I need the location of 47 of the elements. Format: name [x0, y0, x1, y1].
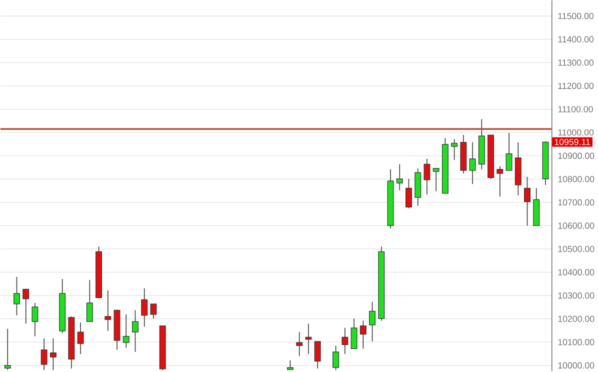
candlestick [50, 338, 56, 370]
candlestick [314, 341, 321, 369]
y-tick-label: 11100.00 [558, 106, 593, 112]
candlestick [432, 168, 440, 192]
y-tick-label: 10200.00 [558, 316, 594, 322]
y-tick-label: 10600.00 [558, 222, 594, 229]
candlestick [122, 314, 130, 348]
y-tick-label: 11500.00 [558, 12, 594, 20]
candlestick [150, 304, 157, 320]
candlestick [369, 301, 376, 342]
candlestick [332, 345, 340, 370]
y-tick-label: 10400.00 [558, 269, 594, 276]
candlestick [4, 328, 11, 370]
candlestick [360, 320, 366, 350]
candlestick [104, 290, 112, 332]
candlestick [350, 318, 358, 350]
candlestick [14, 276, 20, 316]
y-tick-label: 11000.00 [558, 129, 594, 136]
candlestick [424, 158, 430, 195]
candlestick [141, 288, 148, 328]
candlestick [40, 338, 48, 370]
y-tick-label: 10900.00 [558, 152, 594, 159]
candlestick [451, 138, 458, 160]
y-tick-label: 11300.00 [558, 59, 594, 66]
y-tick-label: 10800.00 [558, 176, 594, 182]
candlestick [506, 132, 512, 171]
candlestick [496, 166, 504, 197]
text: 10959.11 [554, 138, 590, 146]
y-tick-label: 11200.00 [558, 82, 594, 90]
candlestick [524, 176, 530, 226]
y-tick-label: 10700.00 [558, 199, 594, 206]
candlestick [342, 327, 348, 354]
y-tick-label: 10100.00 [558, 339, 594, 346]
candlestick [32, 302, 38, 337]
y-tick-label: 10300.00 [558, 292, 594, 299]
candlestick [469, 142, 476, 184]
candlestick [22, 288, 30, 324]
candlestick [305, 323, 312, 354]
y-tick-label: 11400.00 [558, 36, 594, 42]
y-tick-label: 10500.00 [558, 246, 594, 252]
candlestick [77, 322, 84, 354]
y-tick-label: 10000.00 [558, 362, 594, 369]
candlestick [86, 280, 93, 322]
candlestick [396, 164, 403, 191]
candlestick [296, 332, 303, 357]
candlestick [406, 178, 412, 209]
candlestick [132, 310, 138, 352]
